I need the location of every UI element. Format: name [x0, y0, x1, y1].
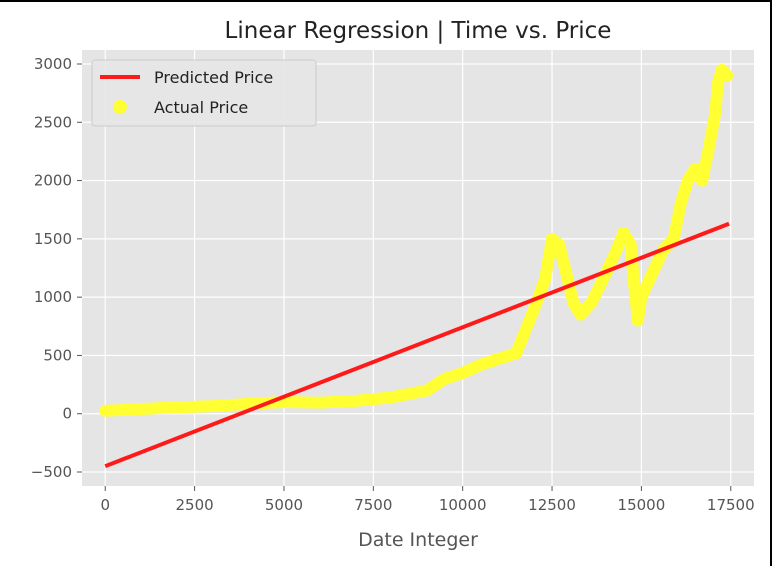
y-tick-label: 0: [62, 405, 72, 423]
x-axis-label: Date Integer: [358, 529, 478, 551]
y-tick-label: 2500: [34, 113, 72, 131]
chart-title: Linear Regression | Time vs. Price: [225, 18, 612, 44]
x-tick-label: 2500: [176, 496, 214, 514]
x-tick-label: 7500: [354, 496, 392, 514]
x-tick-label: 10000: [439, 496, 487, 514]
frame-right-border: [770, 0, 772, 566]
plot-area: 0 2500 5000 7500 10000 12500 15000 17500 −500 0 50…: [31, 50, 755, 514]
y-tick-label: 2000: [34, 172, 72, 190]
x-tick-label: 12500: [528, 496, 576, 514]
legend-actual-swatch: [113, 100, 127, 114]
y-tick-label: 1000: [34, 288, 72, 306]
y-tick-label: 3000: [34, 55, 72, 73]
legend-predicted-label: Predicted Price: [154, 68, 273, 87]
x-tick-label: 15000: [618, 496, 666, 514]
x-tick-label: 17500: [707, 496, 755, 514]
x-tick-label: 5000: [265, 496, 303, 514]
legend-actual-label: Actual Price: [154, 98, 248, 117]
y-tick-label: −500: [31, 463, 72, 481]
y-tick-label: 1500: [34, 230, 72, 248]
y-tick-label: 500: [43, 346, 72, 364]
predicted-price-line: [104, 221, 730, 469]
frame-top-border: [0, 0, 772, 2]
legend-box: [91, 59, 317, 127]
x-tick-label: 0: [100, 496, 110, 514]
actual-price-point: [721, 69, 734, 82]
